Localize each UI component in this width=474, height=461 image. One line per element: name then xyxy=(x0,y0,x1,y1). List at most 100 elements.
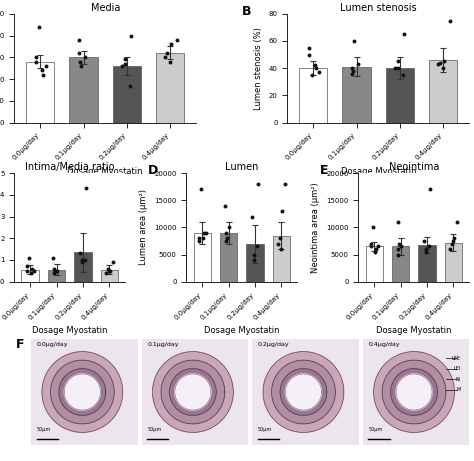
Bar xyxy=(101,270,118,282)
Point xyxy=(126,82,134,89)
X-axis label: Dosage Myostatin: Dosage Myostatin xyxy=(32,326,108,335)
Point xyxy=(54,267,61,275)
Point xyxy=(450,235,457,242)
Point xyxy=(374,242,382,250)
Point xyxy=(38,67,46,74)
Point xyxy=(449,237,457,245)
Point xyxy=(104,265,111,272)
Point xyxy=(28,265,36,272)
Point xyxy=(420,237,428,245)
Polygon shape xyxy=(391,369,438,415)
Bar xyxy=(70,57,98,123)
Polygon shape xyxy=(64,374,100,410)
Bar xyxy=(343,67,371,123)
Point xyxy=(354,60,362,68)
Point xyxy=(164,49,171,57)
Point xyxy=(446,17,454,24)
Text: M: M xyxy=(456,387,461,392)
Point xyxy=(76,250,83,257)
Point xyxy=(161,53,169,61)
Point xyxy=(109,259,117,266)
Text: F: F xyxy=(16,338,25,351)
Point xyxy=(223,235,231,242)
Point xyxy=(422,248,429,255)
Point xyxy=(348,65,356,72)
Point xyxy=(401,30,408,38)
Polygon shape xyxy=(280,369,327,415)
Text: 50μm: 50μm xyxy=(147,427,162,432)
Point xyxy=(349,67,357,75)
X-axis label: Dosage Myostatin: Dosage Myostatin xyxy=(376,326,452,335)
Point xyxy=(250,256,258,264)
Point xyxy=(128,32,135,39)
Point xyxy=(25,254,33,261)
Text: 0.2μg/day: 0.2μg/day xyxy=(258,342,290,347)
Point xyxy=(312,65,320,72)
Polygon shape xyxy=(396,374,432,410)
Text: 0.4μg/day: 0.4μg/day xyxy=(368,342,400,347)
Point xyxy=(315,69,323,76)
Point xyxy=(50,265,57,272)
Point xyxy=(51,269,58,277)
Point xyxy=(202,229,210,236)
Point xyxy=(398,242,405,250)
Point xyxy=(50,254,57,261)
Point xyxy=(348,70,356,77)
Point xyxy=(166,58,173,65)
Bar xyxy=(21,270,39,282)
Bar xyxy=(299,68,328,123)
Point xyxy=(278,207,285,215)
Title: Neointima: Neointima xyxy=(389,162,439,172)
X-axis label: Dosage Myostatin: Dosage Myostatin xyxy=(67,167,143,176)
Point xyxy=(446,245,454,253)
Point xyxy=(75,49,82,57)
Polygon shape xyxy=(170,369,216,415)
Polygon shape xyxy=(153,352,233,432)
Point xyxy=(253,242,261,250)
Point xyxy=(121,56,129,63)
X-axis label: Dosage Myostatin: Dosage Myostatin xyxy=(204,326,280,335)
Point xyxy=(223,237,230,245)
Polygon shape xyxy=(272,360,335,424)
Point xyxy=(369,224,377,231)
Point xyxy=(39,71,47,78)
Point xyxy=(222,229,229,236)
Point xyxy=(105,267,113,275)
Bar xyxy=(193,233,210,282)
Point xyxy=(368,242,375,250)
Point xyxy=(226,224,233,231)
Point xyxy=(75,36,82,44)
Bar xyxy=(429,60,457,123)
Text: 50μm: 50μm xyxy=(368,427,383,432)
Point xyxy=(76,58,84,65)
Point xyxy=(422,245,429,253)
Title: Media: Media xyxy=(91,3,120,13)
Polygon shape xyxy=(59,369,106,415)
Point xyxy=(24,267,31,275)
Polygon shape xyxy=(175,374,211,410)
Polygon shape xyxy=(374,352,455,432)
Point xyxy=(440,58,448,65)
Point xyxy=(102,269,110,277)
Bar xyxy=(26,62,55,123)
Point xyxy=(394,218,401,225)
Bar xyxy=(220,233,237,282)
Point xyxy=(78,259,86,266)
Text: 0.1μg/day: 0.1μg/day xyxy=(147,342,179,347)
Y-axis label: Lumen area (μm²): Lumen area (μm²) xyxy=(139,189,148,266)
Point xyxy=(395,251,402,258)
Point xyxy=(32,58,39,65)
Point xyxy=(276,235,283,242)
Point xyxy=(305,51,312,58)
Polygon shape xyxy=(382,360,446,424)
Point xyxy=(394,245,401,253)
Polygon shape xyxy=(263,352,344,432)
Point xyxy=(35,23,42,30)
Point xyxy=(30,267,37,275)
Point xyxy=(51,267,59,275)
Point xyxy=(395,240,403,248)
Point xyxy=(308,71,315,79)
Point xyxy=(437,59,444,66)
Point xyxy=(32,53,39,61)
Point xyxy=(448,240,456,248)
